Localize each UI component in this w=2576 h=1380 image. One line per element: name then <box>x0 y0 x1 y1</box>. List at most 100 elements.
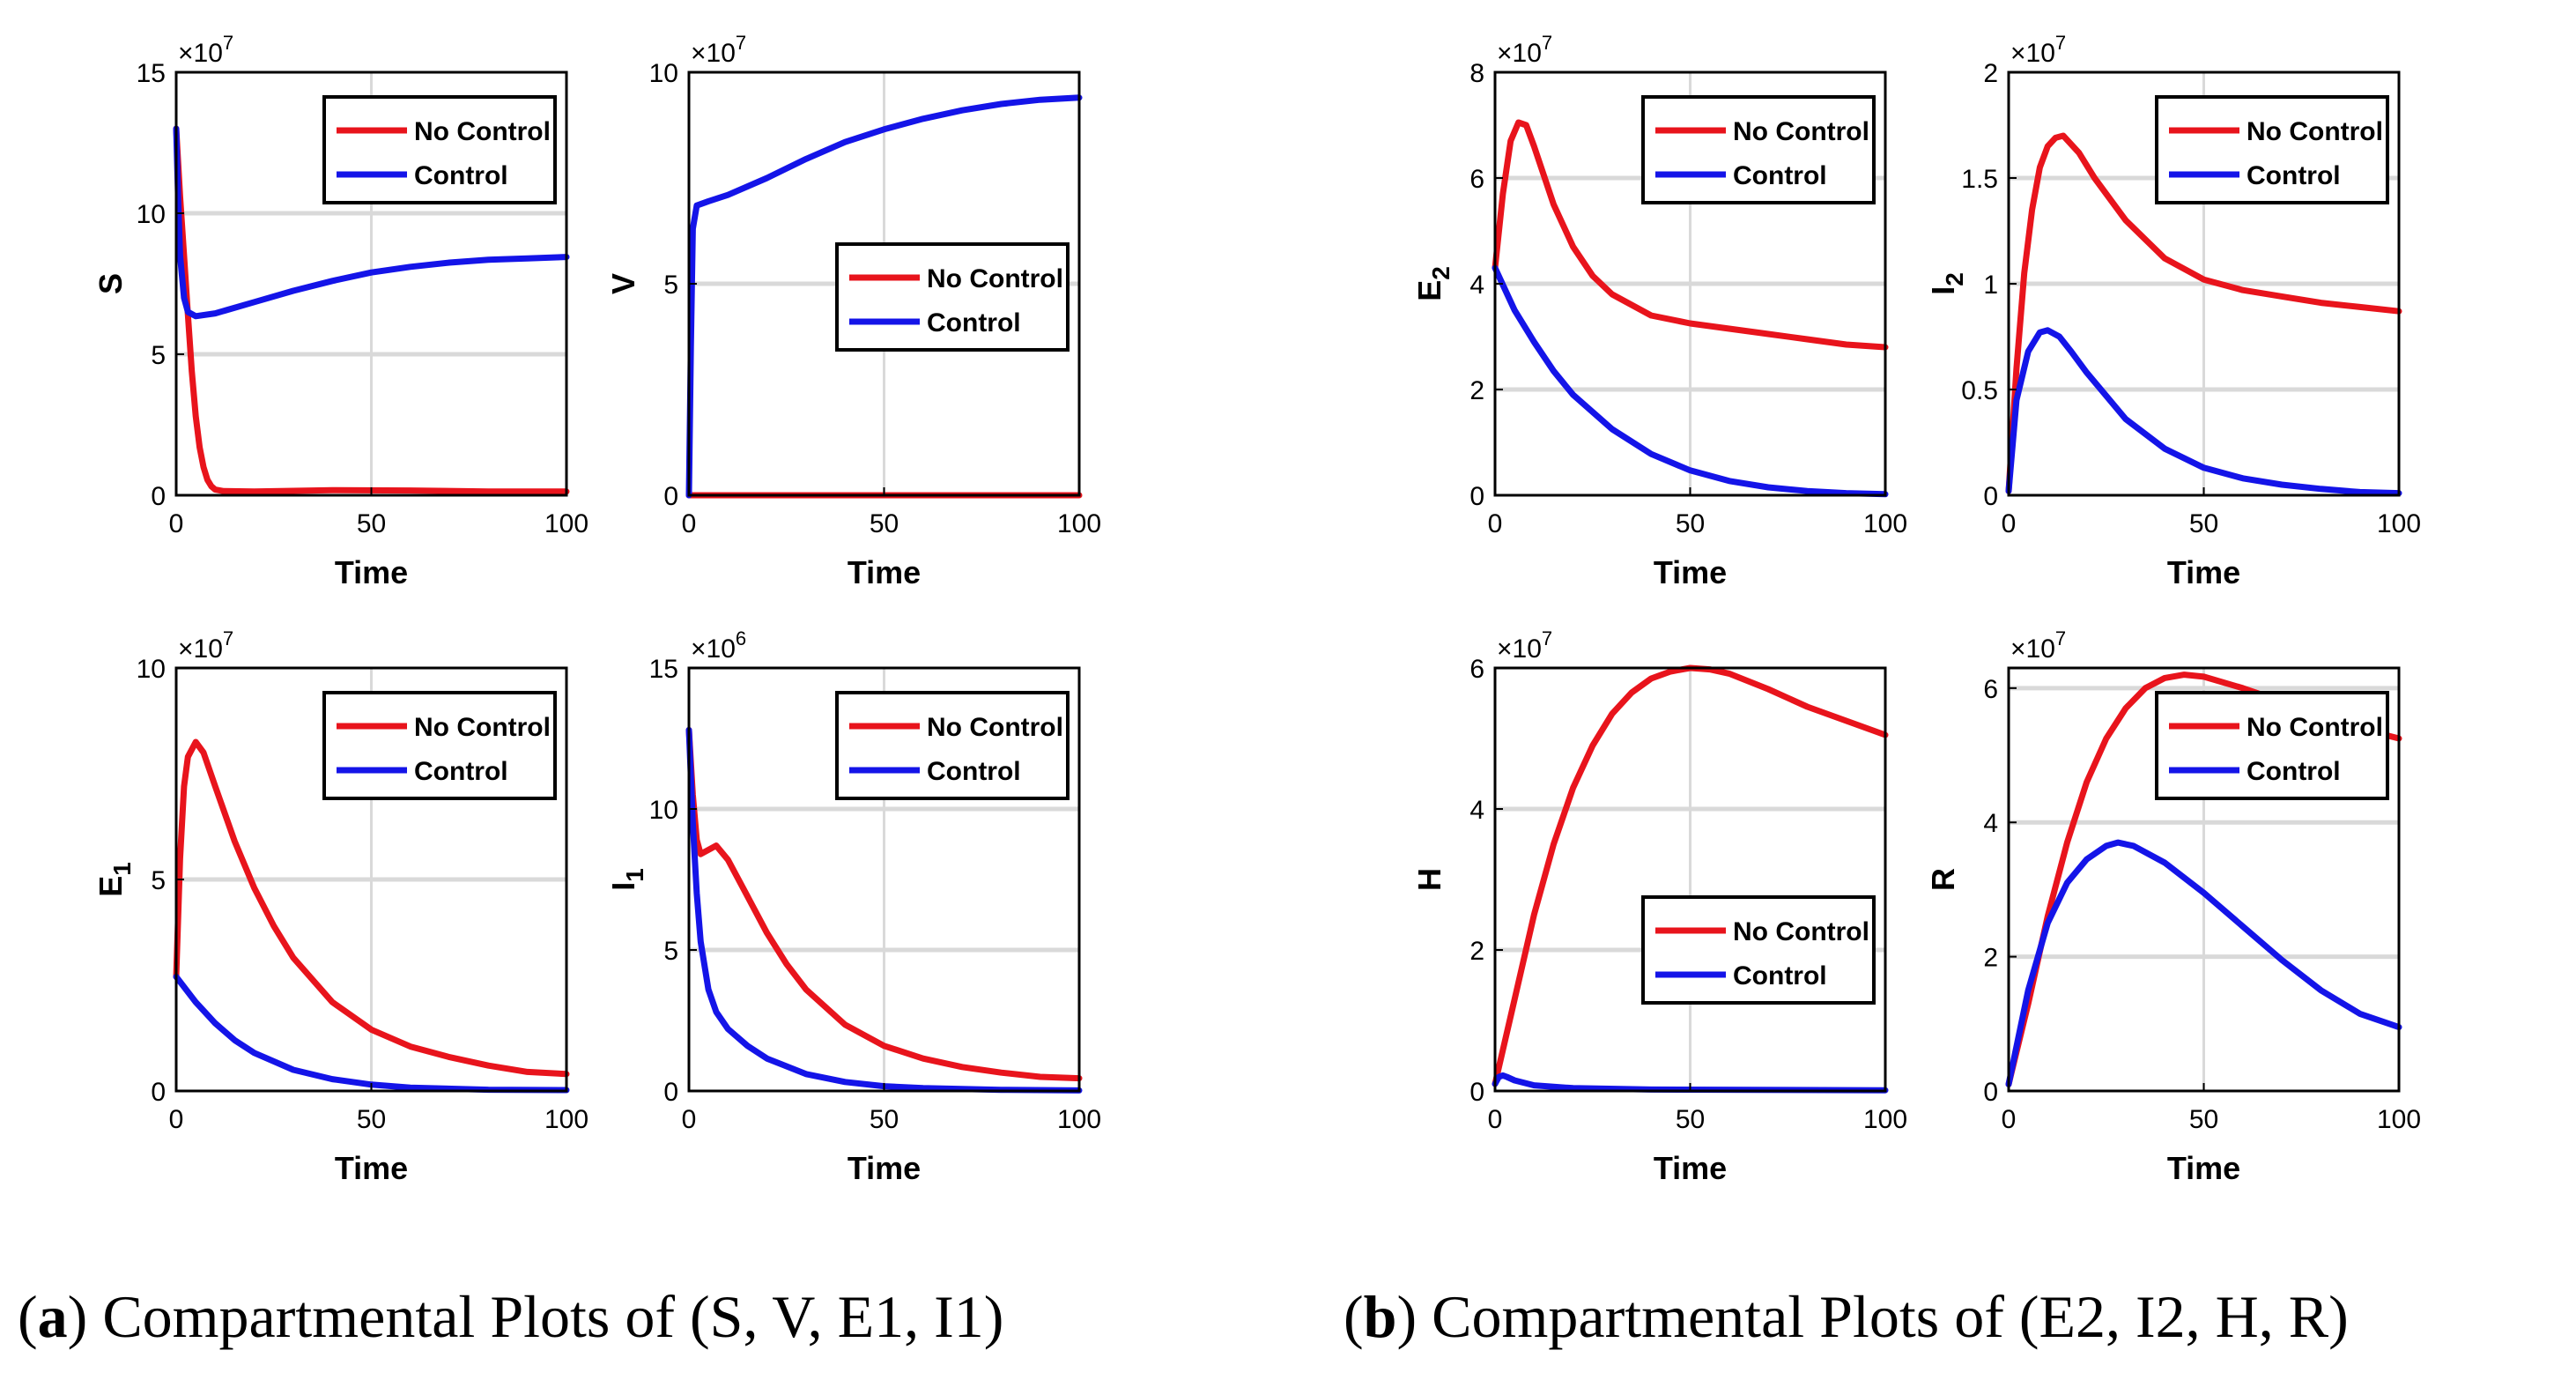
series-line-control <box>685 94 1083 499</box>
y-tick-label: 0.5 <box>1961 376 1998 405</box>
x-tick-label: 0 <box>2002 1105 2017 1134</box>
axis-multiplier-exponent: 6 <box>736 627 746 649</box>
y-tick-label: 0 <box>663 1078 678 1107</box>
legend-label-no-control: No Control <box>1733 117 1869 146</box>
x-tick-label: 0 <box>169 509 184 538</box>
series-line-control <box>685 726 1083 1094</box>
x-tick-label: 50 <box>357 1105 386 1134</box>
series-line-no-control <box>1492 119 1889 351</box>
caption-b-letter: b <box>1363 1283 1397 1350</box>
legend: No Control Control <box>835 691 1070 800</box>
series-line-no-control <box>173 738 570 1078</box>
y-tick-label: 0 <box>663 482 678 511</box>
legend-label-control: Control <box>927 757 1021 786</box>
axis-multiplier: ×107 <box>691 32 746 68</box>
y-tick-label: 0 <box>151 1078 166 1107</box>
caption-a-letter: a <box>37 1283 68 1350</box>
caption-b: (b) Compartmental Plots of (E2, I2, H, R… <box>1344 1283 2349 1350</box>
x-axis-label: Time <box>848 554 921 590</box>
axis-multiplier: ×107 <box>178 627 233 664</box>
y-axis-label-subscript: 2 <box>1427 266 1455 280</box>
legend: No Control Control <box>322 95 557 204</box>
x-tick-label: 100 <box>544 1105 588 1134</box>
legend: No Control Control <box>1641 895 1876 1005</box>
x-axis-label: Time <box>2167 1150 2240 1186</box>
y-tick-label: 1.5 <box>1961 165 1998 194</box>
chart-panel-H: 0 50 100 0 2 4 6 ×107 Time H No Control Control <box>1411 627 1907 1186</box>
y-axis-label-subscript: 1 <box>621 868 648 882</box>
y-axis-label: H <box>1411 868 1447 891</box>
y-tick-label: 10 <box>137 200 166 229</box>
axis-multiplier: ×107 <box>2010 627 2066 664</box>
legend-label-control: Control <box>927 308 1021 338</box>
y-axis-label: I1 <box>605 868 648 891</box>
x-axis-label: Time <box>335 554 408 590</box>
x-tick-label: 100 <box>544 509 588 538</box>
axis-multiplier-exponent: 7 <box>1542 627 1552 649</box>
caption-a-text: Compartmental Plots of (S, V, E1, I1) <box>102 1283 1004 1350</box>
legend: No Control Control <box>2155 95 2389 204</box>
y-tick-label: 6 <box>1983 675 1998 704</box>
x-axis-label: Time <box>1654 1150 1727 1186</box>
legend-box <box>1641 895 1876 1005</box>
x-tick-label: 100 <box>2377 1105 2421 1134</box>
y-axis-label: R <box>1925 868 1961 891</box>
y-tick-label: 0 <box>1469 1078 1484 1107</box>
legend-label-control: Control <box>1733 961 1827 990</box>
series-line-control <box>173 125 570 320</box>
y-tick-label: 2 <box>1983 944 1998 973</box>
y-axis-label-subscript: 1 <box>108 862 136 876</box>
y-axis-label-subscript: 2 <box>1941 272 1968 286</box>
y-tick-label: 15 <box>137 59 166 88</box>
y-tick-label: 6 <box>1469 655 1484 684</box>
legend-label-no-control: No Control <box>414 713 551 742</box>
x-tick-label: 50 <box>2189 1105 2218 1134</box>
series-line-control <box>2005 839 2402 1087</box>
legend-label-control: Control <box>2247 757 2341 786</box>
axis-multiplier-exponent: 7 <box>223 627 233 649</box>
y-tick-label: 4 <box>1469 796 1484 825</box>
legend-label-no-control: No Control <box>1733 917 1869 946</box>
legend-label-no-control: No Control <box>2247 117 2383 146</box>
x-tick-label: 50 <box>357 509 386 538</box>
legend-box <box>322 95 557 204</box>
x-tick-label: 0 <box>169 1105 184 1134</box>
legend-box <box>2155 95 2389 204</box>
series-line-no-control <box>2005 132 2402 494</box>
y-tick-label: 5 <box>151 341 166 370</box>
y-axis-label: V <box>605 273 641 294</box>
x-tick-label: 0 <box>1488 1105 1503 1134</box>
legend-label-no-control: No Control <box>927 713 1063 742</box>
x-tick-label: 100 <box>2377 509 2421 538</box>
x-tick-label: 50 <box>870 509 899 538</box>
y-tick-label: 10 <box>649 796 678 825</box>
y-tick-label: 6 <box>1469 165 1484 194</box>
x-tick-label: 0 <box>682 509 697 538</box>
x-tick-label: 50 <box>1676 509 1705 538</box>
legend-box <box>835 242 1070 352</box>
y-tick-label: 4 <box>1469 271 1484 300</box>
legend-box <box>2155 691 2389 800</box>
axis-multiplier: ×107 <box>178 32 233 68</box>
series-line-no-control <box>685 726 1083 1082</box>
legend-label-control: Control <box>414 757 508 786</box>
caption-a: (a) Compartmental Plots of (S, V, E1, I1… <box>18 1283 1004 1350</box>
axis-multiplier-exponent: 7 <box>223 32 233 54</box>
chart-panel-E1: 0 50 100 0 5 10 ×107 Time E1 No Control Control <box>93 627 588 1186</box>
series-line-control <box>1492 1072 1889 1094</box>
axis-multiplier: ×106 <box>691 627 746 664</box>
y-axis-label: E1 <box>93 862 136 897</box>
y-tick-label: 10 <box>649 59 678 88</box>
legend: No Control Control <box>1641 95 1876 204</box>
legend: No Control Control <box>835 242 1070 352</box>
y-tick-label: 1 <box>1983 271 1998 300</box>
legend-box <box>322 691 557 800</box>
x-tick-label: 100 <box>1057 509 1101 538</box>
x-tick-label: 0 <box>2002 509 2017 538</box>
axis-multiplier-exponent: 7 <box>2055 627 2066 649</box>
chart-panel-S: 0 50 100 0 5 10 15 ×107 Time S No Control Control <box>93 32 588 590</box>
legend-label-no-control: No Control <box>414 117 551 146</box>
y-tick-label: 5 <box>663 937 678 966</box>
x-axis-label: Time <box>848 1150 921 1186</box>
